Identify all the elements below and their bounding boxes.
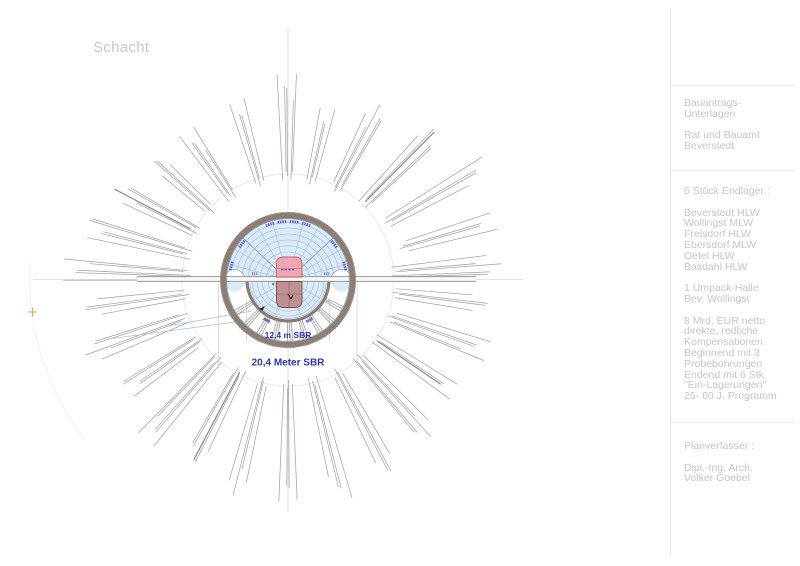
panel-divider-bottom: [670, 422, 795, 423]
panel-divider-middle: [670, 170, 795, 171]
panel-line: 8 Mrd. EUR netto: [684, 314, 766, 327]
panel-line: [684, 305, 796, 316]
panel-line: Beverstedt: [684, 140, 735, 153]
panel-line: [684, 452, 796, 463]
panel-line: Endend mit 6 Stk: [684, 368, 764, 381]
panel-line: Rat und Bauamt: [684, 129, 760, 142]
panel-line: Unterlagen: [684, 107, 736, 120]
panel-line: Beginnend mit 3: [684, 346, 760, 359]
panel-line: 25- 60 J. Programm: [684, 390, 777, 403]
panel-line: Bev. Wollingst: [684, 292, 750, 305]
panel-line: Kompensationen: [684, 336, 763, 349]
tick-labels: [228, 220, 348, 323]
panel-line: Bauantrags-: [684, 97, 742, 109]
corridor-band: [137, 276, 476, 282]
panel-section-approval: Bauantrags- Unterlagen Rat und Bauamt Bever…: [684, 98, 796, 152]
panel-line: direkte, redliche: [684, 325, 759, 338]
panel-line: Probebohrungen: [684, 357, 763, 370]
panel-line: Beverstedt HLW: [684, 206, 760, 219]
panel-line: Ebersdorf MLW: [684, 238, 757, 251]
panel-line: Planverfasser :: [684, 440, 755, 452]
dimension-label-inner: 12,4 m SBR: [265, 330, 312, 340]
panel-line: Dipl.-Ing. Arch.: [684, 461, 753, 474]
panel-line: Frelsdorf HLW: [684, 228, 751, 241]
dimension-label-outer: 20,4 Meter SBR: [252, 358, 326, 369]
panel-section-author: Planverfasser : Dipl.-Ing. Arch. Volker Go…: [684, 441, 796, 484]
panel-divider-top: [670, 85, 795, 86]
ray-burst: [62, 74, 502, 502]
panel-section-repositories: 6 Stück Endlager : Beverstedt HLW Wollings…: [684, 186, 796, 402]
panel-line: Wollingst MLW: [684, 217, 754, 230]
panel-line: Basdahl HLW: [684, 260, 748, 273]
panel-vertical-rule: [670, 8, 671, 555]
drawing-title: Schacht: [93, 39, 150, 56]
shaft-core: [259, 256, 303, 311]
panel-line: "Ein-Lagerungen": [684, 379, 767, 392]
outer-ring: [220, 212, 356, 348]
panel-line: 6 Stück Endlager :: [684, 185, 770, 197]
annulus-spokes: [228, 298, 350, 349]
panel-line: 1 Umpack-Halle: [684, 282, 759, 295]
panel-line: [684, 197, 796, 208]
construction-circles: [28, 173, 395, 440]
panel-line: Oetel HLW: [684, 249, 735, 262]
panel-line: Volker Goebel: [684, 472, 750, 485]
